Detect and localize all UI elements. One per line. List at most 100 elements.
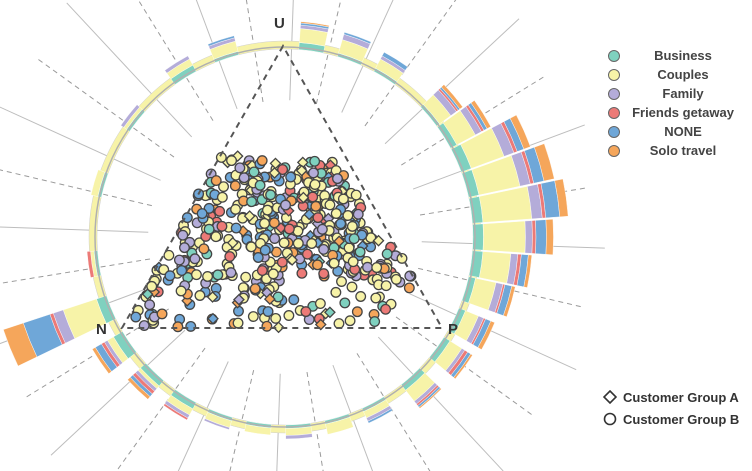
data-point-circle[interactable] [300, 306, 312, 318]
data-point-circle[interactable] [203, 223, 215, 235]
legend-item-solo-travel[interactable]: Solo travel [608, 141, 752, 160]
data-point-circle[interactable] [336, 276, 347, 287]
data-point-circle[interactable] [346, 220, 358, 232]
data-point-circle[interactable] [335, 218, 347, 230]
data-point-circle[interactable] [346, 281, 358, 293]
data-point-circle[interactable] [240, 271, 252, 283]
data-point-circle[interactable] [306, 238, 318, 249]
data-point-circle[interactable] [309, 179, 321, 190]
data-point-circle[interactable] [261, 320, 273, 332]
data-point-circle[interactable] [232, 317, 244, 329]
data-point-circle[interactable] [369, 316, 381, 327]
data-point-circle[interactable] [238, 172, 250, 184]
data-point-circle[interactable] [177, 229, 189, 241]
data-point-circle[interactable] [214, 205, 226, 217]
data-point-circle[interactable] [390, 273, 402, 285]
data-point-circle[interactable] [330, 286, 342, 298]
data-point-circle[interactable] [324, 199, 336, 211]
data-point-circle[interactable] [230, 203, 242, 215]
legend-item-none[interactable]: NONE [608, 122, 752, 141]
data-point-circle[interactable] [245, 241, 257, 253]
data-point-circle[interactable] [296, 267, 308, 279]
data-point-circle[interactable] [163, 249, 175, 261]
data-point-circle[interactable] [307, 191, 319, 203]
data-point-circle[interactable] [246, 196, 258, 208]
legend-item-family[interactable]: Family [608, 84, 752, 103]
data-point-diamond[interactable] [333, 235, 346, 248]
data-point-circle[interactable] [354, 246, 366, 258]
data-point-circle[interactable] [352, 208, 364, 220]
data-point-circle[interactable] [292, 237, 304, 249]
data-point-circle[interactable] [330, 208, 342, 219]
data-point-circle[interactable] [144, 299, 156, 311]
data-point-circle[interactable] [288, 294, 300, 306]
data-point-circle[interactable] [403, 282, 415, 294]
data-point-circle[interactable] [301, 248, 313, 260]
data-point-circle[interactable] [194, 290, 206, 301]
data-point-circle[interactable] [312, 212, 324, 224]
data-point-diamond[interactable] [206, 291, 219, 303]
data-point-diamond[interactable] [207, 312, 219, 325]
data-point-circle[interactable] [146, 280, 158, 292]
data-point-circle[interactable] [216, 191, 228, 203]
legend-item-business[interactable]: Business [608, 46, 752, 65]
data-point-circle[interactable] [202, 271, 214, 282]
data-point-circle[interactable] [130, 311, 142, 323]
data-point-circle[interactable] [272, 291, 284, 303]
data-point-circle[interactable] [337, 193, 349, 205]
data-point-circle[interactable] [343, 242, 355, 254]
data-point-diamond[interactable] [141, 288, 154, 301]
data-point-circle[interactable] [277, 164, 289, 176]
data-point-circle[interactable] [175, 285, 187, 297]
data-point-circle[interactable] [314, 298, 326, 310]
data-point-diamond[interactable] [243, 210, 256, 222]
data-point-circle[interactable] [269, 233, 281, 244]
data-point-diamond[interactable] [303, 208, 316, 221]
data-point-circle[interactable] [351, 306, 363, 318]
data-point-circle[interactable] [362, 261, 373, 273]
data-point-circle[interactable] [371, 262, 383, 274]
data-point-circle[interactable] [355, 291, 367, 302]
data-point-circle[interactable] [225, 267, 237, 279]
data-point-diamond[interactable] [233, 293, 245, 306]
data-point-circle[interactable] [265, 189, 277, 201]
data-point-circle[interactable] [268, 217, 280, 229]
data-point-circle[interactable] [185, 320, 197, 332]
data-point-diamond[interactable] [372, 234, 385, 247]
data-point-circle[interactable] [233, 305, 244, 317]
data-point-circle[interactable] [380, 280, 392, 292]
data-point-circle[interactable] [234, 162, 246, 174]
data-point-circle[interactable] [259, 218, 270, 229]
data-point-circle[interactable] [347, 256, 359, 268]
data-point-circle[interactable] [339, 297, 351, 309]
data-point-diamond[interactable] [268, 166, 281, 179]
data-point-circle[interactable] [256, 155, 268, 167]
data-point-circle[interactable] [276, 256, 288, 268]
data-point-circle[interactable] [283, 223, 295, 235]
marker-legend-item-group-b[interactable]: Customer Group B [603, 408, 739, 430]
legend-item-couples[interactable]: Couples [608, 65, 752, 84]
data-point-circle[interactable] [278, 237, 290, 249]
data-point-circle[interactable] [267, 268, 279, 280]
data-point-circle[interactable] [370, 292, 382, 304]
data-point-circle[interactable] [252, 252, 264, 263]
data-point-circle[interactable] [283, 310, 295, 321]
data-point-circle[interactable] [280, 199, 291, 211]
legend-item-friends-getaway[interactable]: Friends getaway [608, 103, 752, 122]
data-point-circle[interactable] [230, 222, 242, 234]
data-point-circle[interactable] [318, 243, 330, 255]
data-point-circle[interactable] [226, 155, 237, 167]
data-point-circle[interactable] [210, 175, 222, 187]
data-point-circle[interactable] [396, 252, 408, 264]
data-point-diamond[interactable] [286, 254, 299, 266]
data-point-circle[interactable] [196, 208, 208, 219]
data-point-circle[interactable] [247, 311, 259, 322]
data-point-circle[interactable] [270, 312, 282, 324]
data-point-circle[interactable] [261, 204, 273, 216]
data-point-circle[interactable] [285, 171, 297, 183]
data-point-circle[interactable] [310, 200, 322, 212]
data-point-circle[interactable] [332, 173, 343, 185]
data-point-circle[interactable] [176, 265, 188, 277]
data-point-diamond[interactable] [272, 321, 285, 334]
data-point-circle[interactable] [309, 155, 321, 167]
